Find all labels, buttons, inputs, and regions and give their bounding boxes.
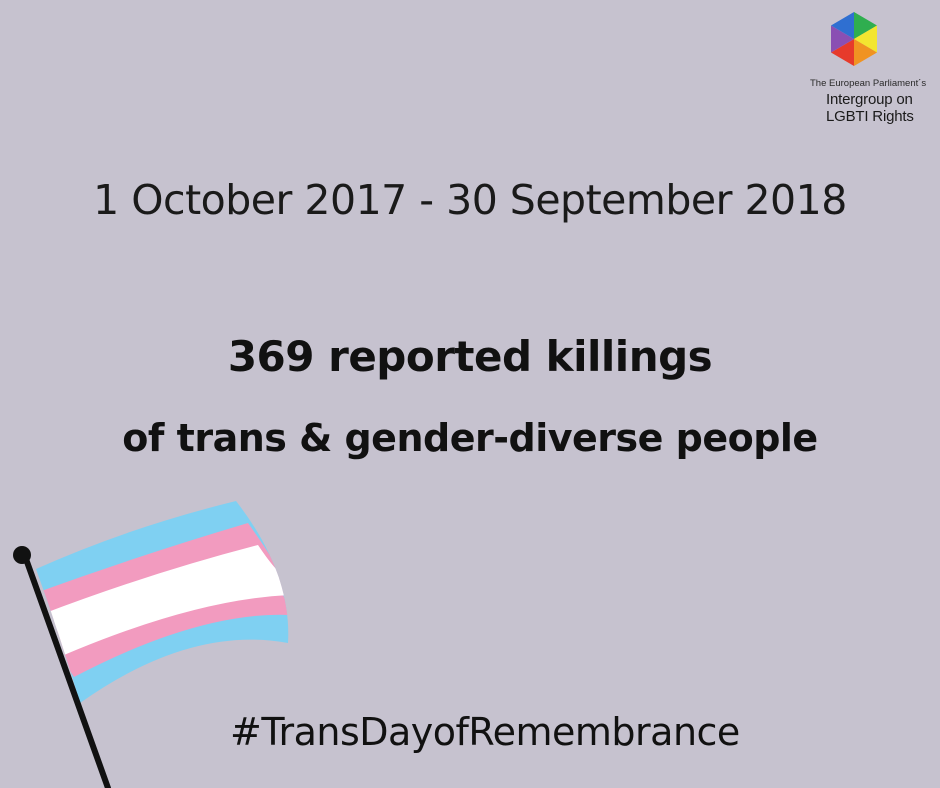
date-range-text: 1 October 2017 - 30 September 2018 (93, 176, 847, 224)
intergroup-logo: The European Parliament´s Intergroup on … (806, 10, 934, 125)
logo-text-line1: The European Parliament´s (810, 78, 927, 89)
headline-subject: of trans & gender-diverse people (122, 416, 818, 460)
trans-pride-flag-icon (13, 501, 289, 788)
headline-killings: 369 reported killings (227, 332, 713, 381)
logo-text-line3: LGBTI Rights (826, 108, 914, 125)
hexagon-logo-icon (831, 12, 877, 66)
logo-text-line2: Intergroup on (826, 91, 913, 108)
hashtag-text: #TransDayofRemembrance (230, 710, 740, 754)
